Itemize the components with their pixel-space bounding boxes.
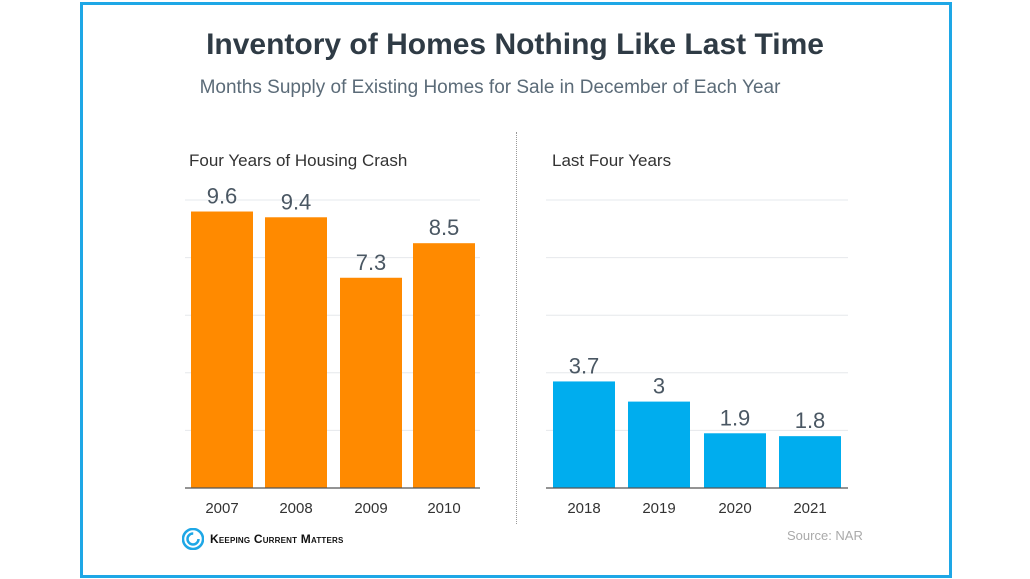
data-label: 9.6	[207, 184, 238, 209]
data-label: 3	[653, 374, 665, 399]
x-tick-label: 2019	[642, 500, 675, 517]
panel-divider	[516, 132, 517, 524]
data-label: 1.8	[795, 408, 826, 433]
x-tick-label: 2008	[279, 500, 312, 517]
right-panel-title: Last Four Years	[552, 151, 672, 170]
bar-2009	[340, 277, 402, 488]
bar-2018	[553, 381, 615, 488]
source-note: Source: NAR	[787, 528, 863, 543]
x-tick-label: 2007	[205, 500, 238, 517]
bar-2010	[413, 243, 475, 488]
chart-subtitle: Months Supply of Existing Homes for Sale…	[199, 77, 781, 98]
logo: Keeping Current Matters	[182, 528, 344, 550]
data-label: 3.7	[569, 353, 600, 378]
data-label: 9.4	[281, 189, 312, 214]
bar-2007	[191, 211, 253, 488]
left-panel-title: Four Years of Housing Crash	[189, 151, 408, 170]
bar-2019	[628, 401, 690, 488]
x-tick-label: 2020	[718, 500, 751, 517]
x-tick-label: 2021	[793, 500, 826, 517]
bar-2020	[704, 433, 766, 488]
x-tick-label: 2018	[567, 500, 600, 517]
chart-title: Inventory of Homes Nothing Like Last Tim…	[206, 28, 824, 61]
data-label: 1.9	[720, 405, 751, 430]
x-tick-label: 2009	[354, 500, 387, 517]
bar-2021	[779, 436, 841, 488]
data-label: 8.5	[429, 215, 460, 240]
x-tick-label: 2010	[427, 500, 460, 517]
bar-2008	[265, 217, 327, 488]
data-label: 7.3	[356, 250, 387, 275]
swirl-logo-icon	[182, 528, 204, 550]
logo-text: Keeping Current Matters	[210, 532, 344, 546]
